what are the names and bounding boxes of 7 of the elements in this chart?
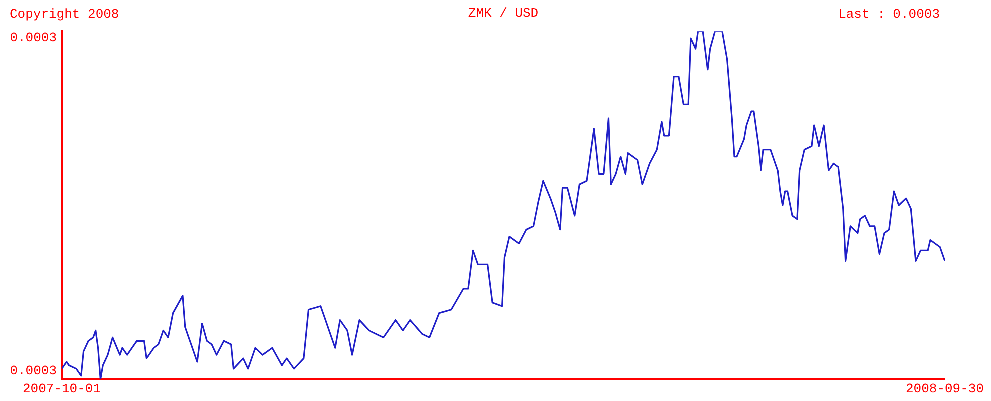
x-tick-label: 2007-10-01 xyxy=(22,382,102,397)
text: 0.0003 xyxy=(10,30,57,46)
x-tick-label: 2008-09-30 xyxy=(906,382,984,397)
text: 0.0003 xyxy=(10,363,57,378)
text: Copyright 2008 xyxy=(10,7,120,22)
text: Last : 0.0003 xyxy=(838,7,940,22)
chart-title: ZMK / USD xyxy=(468,6,539,22)
